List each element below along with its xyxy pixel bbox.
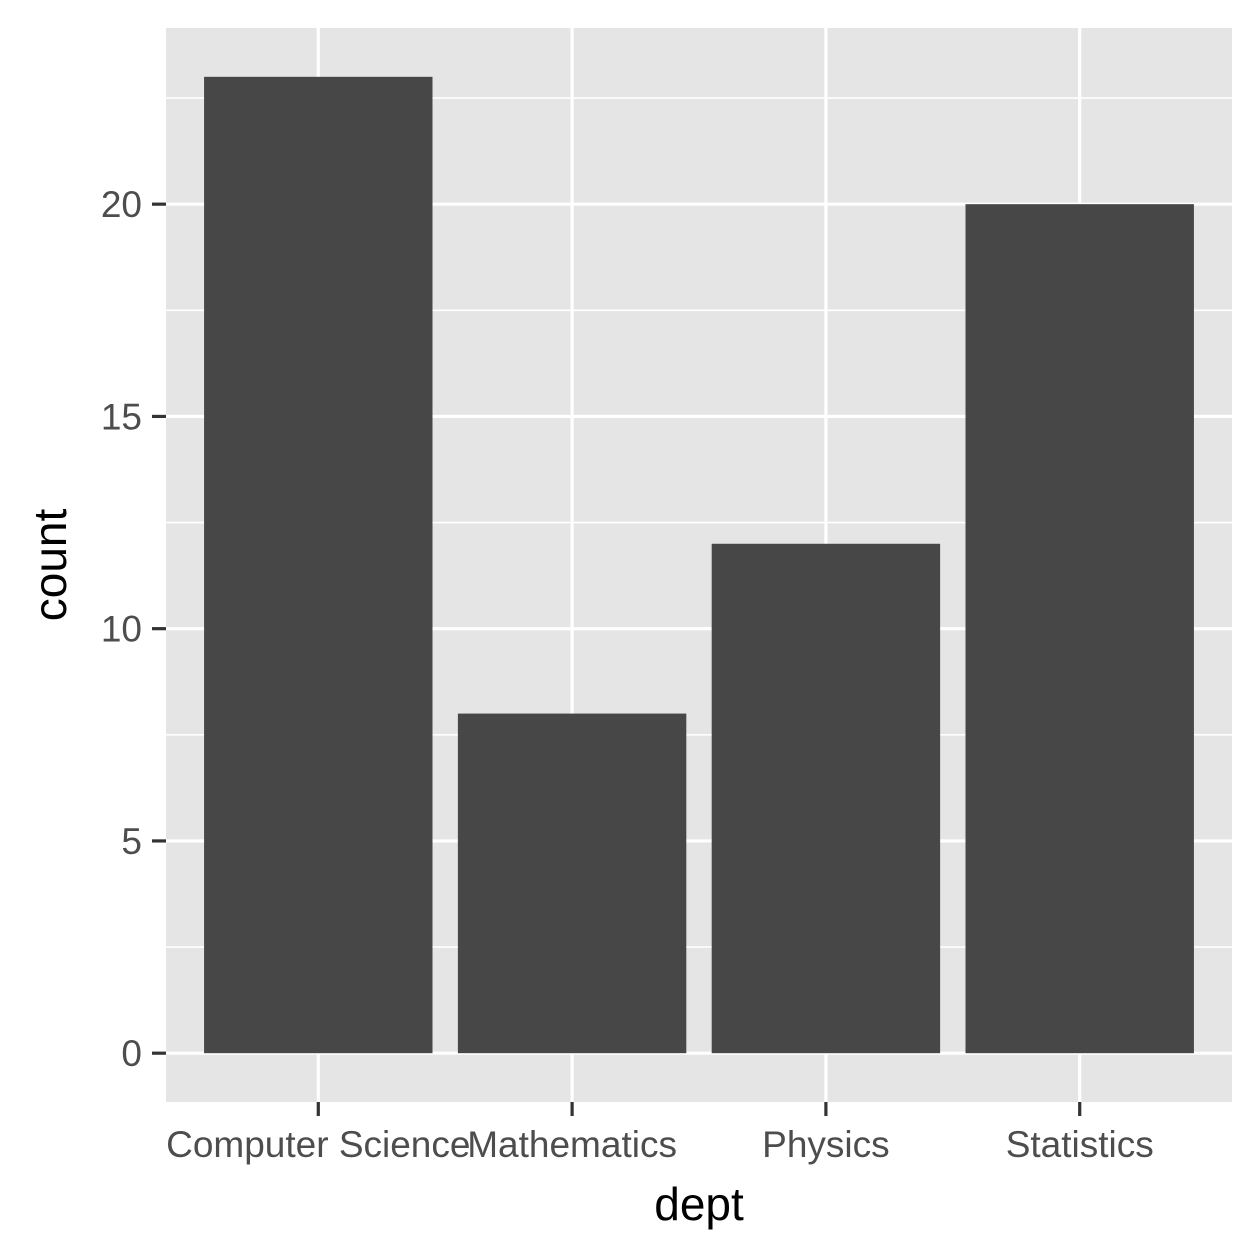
x-axis-title: dept xyxy=(654,1178,744,1230)
x-tick-label: Computer Science xyxy=(166,1124,470,1165)
y-tick-label: 5 xyxy=(121,821,142,862)
bars xyxy=(204,76,1194,1054)
y-tick-label: 10 xyxy=(101,609,142,650)
y-axis: 0 5 10 15 20 xyxy=(101,184,166,1074)
bar xyxy=(711,543,941,1054)
bar xyxy=(204,76,433,1054)
bar xyxy=(965,204,1194,1054)
bar xyxy=(457,713,687,1054)
y-tick-label: 15 xyxy=(101,396,142,437)
x-tick-label: Physics xyxy=(762,1124,889,1165)
y-axis-title: count xyxy=(24,509,76,622)
x-tick-label: Statistics xyxy=(1006,1124,1154,1165)
x-tick-label: Mathematics xyxy=(467,1124,677,1165)
y-tick-label: 20 xyxy=(101,184,142,225)
y-tick-label: 0 xyxy=(121,1033,142,1074)
